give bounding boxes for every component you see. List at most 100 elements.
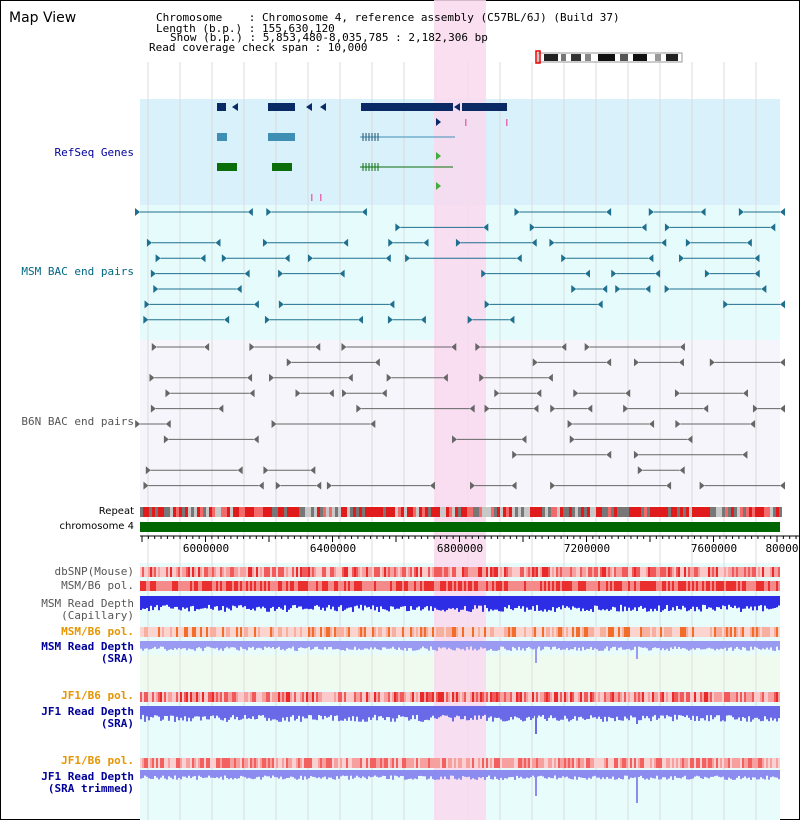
msm-depth-sra-label[interactable]: MSM Read Depth (41, 640, 134, 653)
pol-strip-cell (758, 627, 760, 637)
repeat-segment (230, 507, 233, 517)
read-depth-bar (170, 706, 172, 716)
read-depth-bar (492, 641, 494, 651)
pol-strip-cell (354, 758, 356, 768)
read-depth-bar (202, 596, 204, 609)
read-depth-bar (332, 641, 334, 650)
pol-strip-cell (198, 758, 200, 768)
pol-strip-cell (312, 758, 314, 768)
read-depth-bar (658, 596, 660, 606)
dbsnp-label[interactable]: dbSNP(Mouse) (54, 565, 134, 578)
msm-depth-capillary-label[interactable]: MSM Read Depth (41, 597, 134, 610)
pol-strip-cell (752, 692, 754, 702)
pol-strip-cell (612, 758, 614, 768)
pol-strip-cell (182, 567, 184, 577)
read-depth-bar (176, 596, 178, 607)
pol-strip-cell (642, 692, 644, 702)
pol-strip-cell (408, 581, 410, 591)
jf1-trimmed-label[interactable]: JF1 Read Depth (41, 770, 134, 783)
pol-strip-cell (390, 627, 392, 637)
pol-strip-cell (770, 581, 772, 591)
b6n-bac-pair-end (533, 404, 539, 413)
pol-strip-cell (772, 758, 774, 768)
pol-strip-cell (304, 567, 306, 577)
pol-strip-cell (374, 627, 376, 637)
pol-strip-cell (146, 581, 148, 591)
pol-strip-cell (296, 692, 298, 702)
pol-strip-cell (260, 581, 262, 591)
repeat-segment (701, 507, 704, 517)
pol-strip-cell (476, 567, 478, 577)
msm-bac-pair-end (484, 300, 490, 309)
read-depth-bar (658, 706, 660, 719)
repeat-segment (158, 507, 161, 517)
msm-bac-label[interactable]: MSM BAC end pairs (21, 265, 134, 278)
pol-strip-cell (458, 581, 460, 591)
read-depth-bar (680, 770, 682, 779)
pol-strip-cell (178, 627, 180, 637)
refseq-genes-label[interactable]: RefSeq Genes (54, 146, 134, 159)
pol-strip-cell (758, 758, 760, 768)
read-depth-bar (500, 596, 502, 612)
msm-bac-pair-end (361, 208, 367, 216)
pol-strip-cell (248, 627, 250, 637)
pol-strip-cell (752, 567, 754, 577)
pol-strip-cell (658, 581, 660, 591)
read-depth-bar (714, 596, 716, 611)
pol-strip-cell (630, 567, 632, 577)
jf1-pol-2-label[interactable]: JF1/B6 pol. (61, 754, 134, 767)
read-depth-bar (318, 706, 320, 716)
pol-strip-cell (612, 627, 614, 637)
repeat-segment (143, 507, 146, 517)
pol-strip-cell (332, 692, 334, 702)
pol-strip-cell (294, 567, 296, 577)
pol-strip-cell (492, 581, 494, 591)
read-depth-bar (174, 596, 176, 607)
msm-bac-pair-end (685, 238, 691, 247)
read-depth-bar (148, 641, 150, 650)
pol-strip-cell (362, 581, 364, 591)
read-depth-bar (454, 596, 456, 610)
read-depth-bar (520, 770, 522, 777)
pol-strip-cell (540, 567, 542, 577)
b6n-bac-label[interactable]: B6N BAC end pairs (21, 415, 134, 428)
read-depth-bar (638, 641, 640, 647)
pol-strip-cell (278, 692, 280, 702)
read-depth-bar (274, 596, 276, 611)
pol-strip-cell (408, 758, 410, 768)
read-depth-bar (370, 596, 372, 610)
pol-strip-cell (680, 692, 682, 702)
pol-strip-cell (312, 627, 314, 637)
read-depth-bar (752, 706, 754, 720)
read-depth-bar (254, 706, 256, 720)
read-depth-bar (326, 770, 328, 780)
axis-tick-label: 6000000 (182, 542, 230, 555)
repeat-segment (503, 507, 506, 517)
msm-depth-sra-sub: (SRA) (100, 652, 134, 665)
msm-b6-pol-sra-label[interactable]: MSM/B6 pol. (61, 625, 134, 638)
repeat-segment (614, 507, 617, 517)
read-depth-bar (346, 641, 348, 648)
pol-strip-cell (596, 692, 598, 702)
panel-title: Map View (9, 10, 77, 26)
read-depth-bar (652, 770, 654, 779)
read-depth-bar (524, 596, 526, 612)
jf1-pol-label[interactable]: JF1/B6 pol. (61, 689, 134, 702)
pol-strip-cell (488, 567, 490, 577)
pol-strip-cell (350, 627, 352, 637)
read-depth-bar (392, 596, 394, 607)
pol-strip-cell (708, 581, 710, 591)
read-depth-bar (666, 770, 668, 780)
read-depth-bar (196, 706, 198, 717)
pol-strip-cell (292, 627, 294, 637)
pol-strip-cell (704, 567, 706, 577)
pol-strip-cell (614, 758, 616, 768)
read-depth-bar (512, 706, 514, 720)
repeat-segment (446, 507, 449, 517)
pol-strip-cell (296, 627, 298, 637)
jf1-depth-label[interactable]: JF1 Read Depth (41, 705, 134, 718)
pol-strip-cell (232, 692, 234, 702)
read-depth-bar (282, 596, 284, 610)
msm-b6-pol-label[interactable]: MSM/B6 pol. (61, 579, 134, 592)
pol-strip-cell (170, 567, 172, 577)
